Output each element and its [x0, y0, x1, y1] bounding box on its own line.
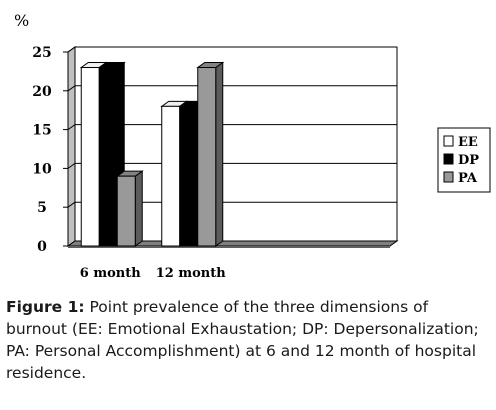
legend-swatch	[443, 153, 454, 165]
legend-swatch	[443, 171, 454, 183]
bar-front	[161, 105, 181, 247]
legend-item: DP	[443, 153, 479, 168]
chart-floor	[66, 240, 399, 248]
bar	[115, 170, 144, 247]
y-tick-label: 25	[32, 45, 51, 61]
gridline-diagonal	[67, 201, 76, 208]
side-wall	[67, 46, 76, 247]
bar	[196, 61, 225, 247]
figure-caption: Figure 1: Point prevalence of the three …	[6, 296, 490, 384]
chart-bars	[79, 61, 225, 247]
x-tick-label: 12 month	[156, 266, 226, 281]
caption-text: Point prevalence of the three dimensions…	[6, 298, 479, 382]
caption-label: Figure 1:	[6, 298, 85, 316]
bar-chart: 0 5 10 15 20 25 6 month 12 month % EE DP PA	[14, 11, 491, 281]
bar-front	[80, 67, 100, 247]
y-tick-label: 10	[32, 161, 52, 177]
legend-item: EE	[443, 135, 478, 150]
chart-legend: EE DP PA	[437, 127, 491, 193]
x-tick-label: 6 month	[80, 266, 141, 281]
bar-front	[116, 175, 136, 247]
legend-label: PA	[458, 171, 478, 186]
floor-edge	[68, 246, 390, 248]
chart-gridlines	[67, 46, 397, 208]
gridline-diagonal	[67, 46, 76, 53]
legend-label: DP	[458, 153, 479, 168]
gridline-diagonal	[67, 162, 76, 169]
y-axis: 0 5 10 15 20 25	[32, 45, 69, 255]
y-axis-label: %	[14, 11, 29, 30]
y-tick-label: 0	[37, 239, 47, 255]
y-tick-label: 20	[32, 84, 52, 100]
y-tick-label: 15	[32, 123, 51, 139]
legend-swatch	[443, 135, 454, 147]
gridline-diagonal	[67, 85, 76, 92]
bar-side	[215, 61, 224, 247]
legend-item: PA	[443, 171, 478, 186]
bar-front	[197, 67, 217, 247]
bar-front	[179, 105, 199, 247]
x-axis-labels: 6 month 12 month	[80, 266, 226, 281]
legend-label: EE	[458, 135, 478, 150]
bar-side	[134, 170, 143, 247]
bar-front	[98, 67, 118, 247]
y-tick-label: 5	[37, 200, 47, 216]
gridline-diagonal	[67, 124, 76, 131]
